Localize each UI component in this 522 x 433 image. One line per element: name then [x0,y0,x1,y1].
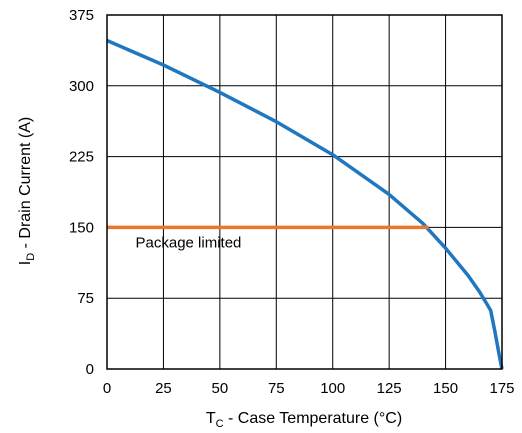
x-tick-label: 25 [155,380,172,397]
y-axis-title: ID - Drain Current (A) [17,117,37,265]
x-tick-label: 100 [320,380,345,397]
x-tick-label: 0 [103,380,111,397]
drain-current-curve [106,38,504,370]
x-tick-label: 75 [268,380,285,397]
grid [107,15,502,369]
x-axis-title-subscript: C [216,418,224,430]
y-tick-labels: 0 75 150 225 300 375 [69,7,94,378]
y-axis-title-rest: - Drain Current (A) [17,117,34,253]
y-tick-label: 150 [69,219,94,236]
package-limited-annotation: Package limited [136,235,242,252]
x-axis-title-main: T [206,410,216,427]
x-tick-label: 125 [377,380,402,397]
x-axis-title: TC - Case Temperature (°C) [206,410,402,430]
plot-area-frame [106,14,503,370]
x-axis-title-rest: - Case Temperature (°C) [224,410,403,427]
x-tick-label: 150 [433,380,458,397]
y-axis-title-main: I [17,261,34,265]
x-tick-label: 50 [212,380,229,397]
x-tick-labels: 0 25 50 75 100 125 150 175 [103,380,515,397]
x-tick-label: 175 [489,380,514,397]
y-tick-label: 75 [77,290,94,307]
y-axis-title-subscript: D [25,253,37,261]
series-group [106,38,504,370]
y-tick-label: 0 [86,361,94,378]
y-tick-label: 300 [69,78,94,95]
y-tick-label: 375 [69,7,94,24]
y-tick-label: 225 [69,149,94,166]
